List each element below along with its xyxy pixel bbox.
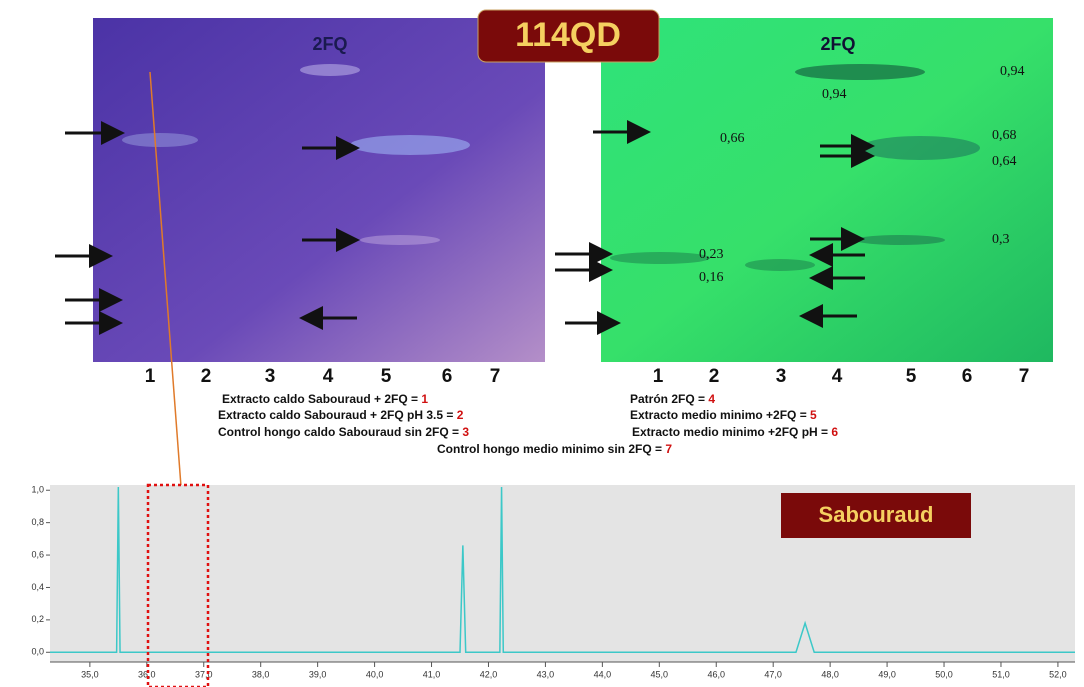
y-tick-label: 0,2 [31, 614, 44, 624]
x-tick-label: 41,0 [423, 669, 441, 679]
legend-text: Patrón 2FQ = [630, 392, 708, 406]
x-tick-label: 49,0 [878, 669, 896, 679]
legend-key: 3 [462, 425, 469, 439]
legend-entry: Extracto medio minimo +2FQ = 5 [630, 408, 817, 422]
rf-label: 0,68 [992, 128, 1017, 143]
y-tick-label: 0,0 [31, 647, 44, 657]
y-tick-label: 0,8 [31, 517, 44, 527]
plate-label: 2FQ [820, 34, 855, 54]
lane-number: 3 [776, 366, 787, 387]
lane-number: 1 [145, 366, 156, 387]
x-tick-label: 45,0 [651, 669, 669, 679]
x-tick-label: 39,0 [309, 669, 327, 679]
title: 114QD [515, 16, 621, 54]
y-tick-label: 0,6 [31, 549, 44, 559]
rf-label: 0,66 [720, 131, 745, 146]
lane-number: 1 [653, 366, 664, 387]
y-tick-label: 1,0 [31, 485, 44, 495]
x-tick-label: 46,0 [707, 669, 725, 679]
rf-label: 0,94 [822, 87, 847, 102]
legend-key: 4 [708, 392, 715, 406]
lane-number: 4 [832, 366, 843, 387]
x-tick-label: 37,0 [195, 669, 213, 679]
legend-key: 6 [831, 425, 838, 439]
legend-key: 2 [457, 408, 464, 422]
x-tick-label: 44,0 [594, 669, 612, 679]
x-tick-label: 42,0 [480, 669, 498, 679]
figure: 114QD 2FQ 2FQ 12345671234567 0,940,940,6… [0, 0, 1084, 687]
lane-number: 2 [201, 366, 212, 387]
x-tick-label: 35,0 [81, 669, 99, 679]
lane-number: 5 [906, 366, 917, 387]
rf-label: 0,16 [699, 270, 724, 285]
legend-text: Control hongo caldo Sabouraud sin 2FQ = [218, 425, 462, 439]
legend-text: Extracto medio minimo +2FQ pH = [632, 425, 831, 439]
rf-label: 0,3 [992, 232, 1010, 247]
lane-number: 5 [381, 366, 392, 387]
x-tick-label: 52,0 [1049, 669, 1067, 679]
lane-number: 4 [323, 366, 334, 387]
x-tick-label: 40,0 [366, 669, 384, 679]
legend-text: Extracto caldo Sabouraud + 2FQ = [222, 392, 421, 406]
rf-label: 0,23 [699, 247, 724, 262]
x-tick-label: 50,0 [935, 669, 953, 679]
legend-entry: Extracto caldo Sabouraud + 2FQ pH 3.5 = … [218, 408, 464, 422]
legend-entry: Control hongo medio minimo sin 2FQ = 7 [437, 442, 672, 456]
x-tick-label: 48,0 [821, 669, 839, 679]
lane-number: 7 [490, 366, 501, 387]
x-tick-label: 47,0 [764, 669, 782, 679]
lane-number: 6 [442, 366, 453, 387]
legend-entry: Control hongo caldo Sabouraud sin 2FQ = … [218, 425, 469, 439]
legend-text: Control hongo medio minimo sin 2FQ = [437, 442, 665, 456]
annotation: Sabouraud [819, 502, 934, 527]
legend: Extracto caldo Sabouraud + 2FQ = 1Extrac… [218, 392, 838, 456]
legend-entry: Extracto caldo Sabouraud + 2FQ = 1 [222, 392, 428, 406]
legend-text: Extracto medio minimo +2FQ = [630, 408, 810, 422]
rf-label: 0,94 [1000, 64, 1025, 79]
legend-entry: Patrón 2FQ = 4 [630, 392, 715, 406]
legend-entry: Extracto medio minimo +2FQ pH = 6 [632, 425, 838, 439]
tlc-plates [93, 18, 1053, 362]
legend-text: Extracto caldo Sabouraud + 2FQ pH 3.5 = [218, 408, 457, 422]
legend-key: 1 [421, 392, 428, 406]
y-tick-label: 0,4 [31, 582, 44, 592]
legend-key: 5 [810, 408, 817, 422]
rf-label: 0,64 [992, 154, 1017, 169]
legend-key: 7 [665, 442, 672, 456]
lane-number: 6 [962, 366, 973, 387]
lane-number: 7 [1019, 366, 1030, 387]
lane-number: 2 [709, 366, 720, 387]
lane-numbers: 1 2 3 4 5 6 7 1 2 3 4 5 6 7 [145, 366, 1030, 387]
plate-label: 2FQ [312, 34, 347, 54]
lane-number: 3 [265, 366, 276, 387]
x-tick-label: 43,0 [537, 669, 555, 679]
x-tick-label: 38,0 [252, 669, 270, 679]
x-tick-label: 51,0 [992, 669, 1010, 679]
